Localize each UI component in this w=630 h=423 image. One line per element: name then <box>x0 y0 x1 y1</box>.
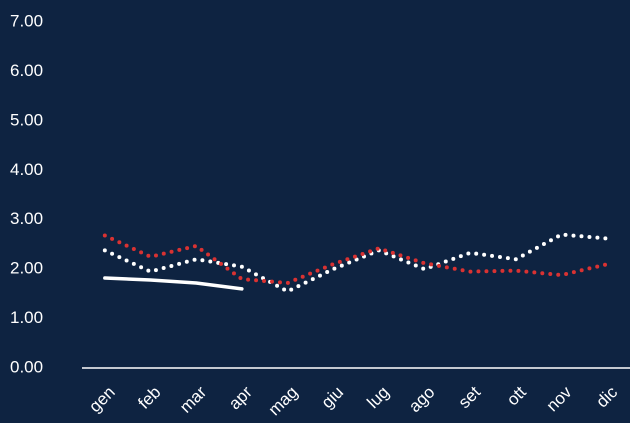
x-tick-label: gen <box>85 383 118 416</box>
x-tick-label: nov <box>543 382 576 415</box>
y-tick-label: 5.00 <box>10 110 43 129</box>
x-tick-label: ott <box>503 382 530 409</box>
x-tick-label: feb <box>134 383 164 413</box>
y-tick-label: 3.00 <box>10 209 43 228</box>
x-tick-label: lug <box>363 383 392 412</box>
y-tick-label: 7.00 <box>10 11 43 30</box>
x-tick-label: ago <box>405 383 438 416</box>
series-line <box>102 233 610 285</box>
series-line <box>102 232 610 294</box>
y-tick-label: 1.00 <box>10 308 43 327</box>
y-tick-label: 4.00 <box>10 160 43 179</box>
y-tick-label: 6.00 <box>10 61 43 80</box>
x-tick-label: apr <box>225 382 256 413</box>
x-tick-label: set <box>455 382 485 412</box>
x-tick-label: mar <box>176 382 210 416</box>
series-line <box>103 276 244 291</box>
x-tick-label: dic <box>592 382 621 411</box>
x-tick-label: giu <box>318 383 347 412</box>
y-tick-label: 0.00 <box>10 357 43 376</box>
y-tick-label: 2.00 <box>10 259 43 278</box>
x-tick-label: mag <box>265 383 302 420</box>
